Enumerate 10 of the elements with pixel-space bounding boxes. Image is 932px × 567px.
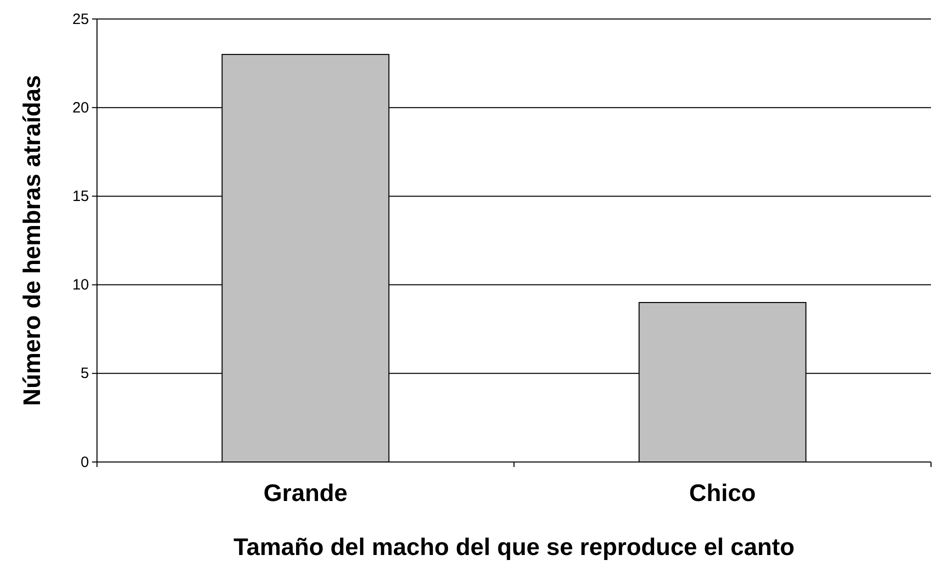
x-axis-title: Tamaño del macho del que se reproduce el canto — [233, 534, 795, 561]
y-tick-label: 10 — [72, 276, 89, 294]
y-tick-label: 20 — [72, 99, 89, 116]
y-tick-label: 5 — [80, 365, 89, 382]
x-tick-label: Chico — [689, 480, 756, 507]
y-tick-label: 15 — [72, 188, 89, 205]
y-axis-title: Número de hembras atraídas — [19, 75, 46, 406]
x-tick-label: Grande — [263, 480, 348, 507]
y-tick-label: 0 — [80, 454, 89, 471]
y-tick-label: 25 — [72, 10, 89, 28]
